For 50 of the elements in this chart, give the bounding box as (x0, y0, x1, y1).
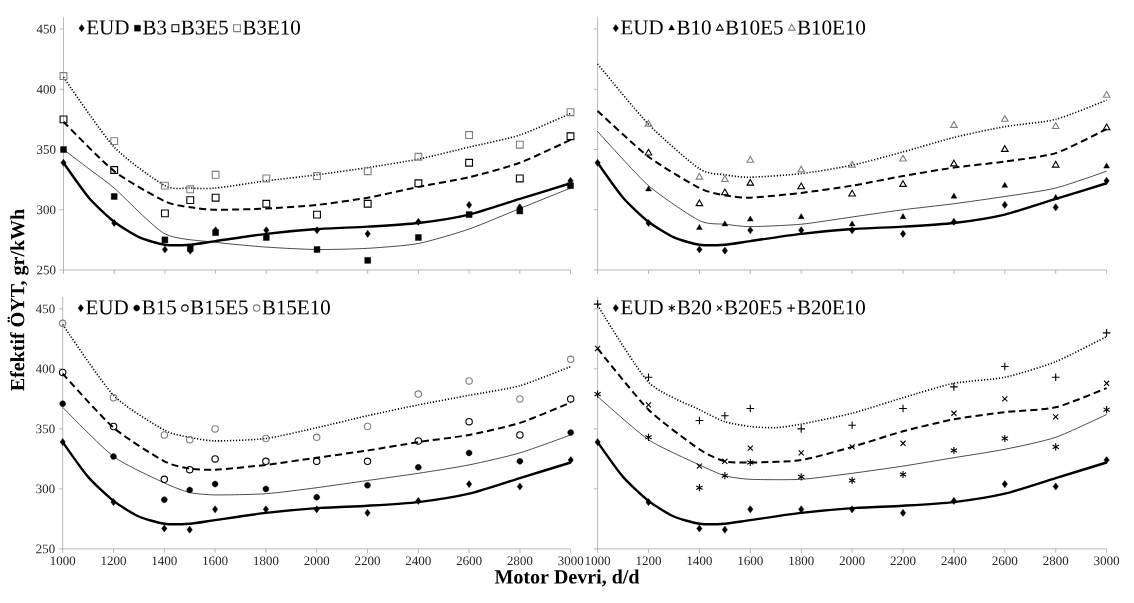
x-tick-label: 2800 (1043, 556, 1069, 566)
x-tick-label: 2000 (304, 556, 330, 566)
x-tick-label: 2400 (405, 556, 431, 566)
x-tick-label: 1200 (636, 556, 662, 566)
x-tick-label: 2200 (890, 556, 916, 566)
legend-label: EUD (86, 20, 129, 35)
x-tick-label: 1800 (254, 556, 279, 566)
x-tick-label: 1000 (50, 556, 76, 566)
y-tick-label: 250 (37, 265, 56, 275)
legend-label: B3E5 (181, 20, 228, 35)
legend-label: B20E10 (797, 300, 865, 315)
legend-label: B15E5 (190, 300, 248, 315)
legend-label: B15 (142, 300, 176, 315)
legend-label: B3 (143, 20, 167, 35)
y-tick-label: 300 (36, 484, 55, 494)
legend-label: EUD (621, 300, 663, 315)
y-tick-label: 250 (36, 544, 55, 554)
legend-label: B10 (677, 20, 711, 35)
x-tick-label: 1600 (738, 556, 763, 566)
y-tick-label: 350 (36, 424, 55, 434)
y-tick-label: 450 (35, 304, 55, 314)
x-tick-label: 3000 (1094, 556, 1120, 566)
y-tick-label: 400 (36, 84, 56, 94)
y-tick-label: 400 (35, 364, 55, 374)
y-tick-label: 350 (37, 145, 56, 154)
x-tick-label: 2600 (992, 556, 1018, 566)
x-tick-label: 1400 (152, 556, 177, 566)
legend-label: B20 (677, 300, 712, 315)
y-axis-title: Efektif ÖYT, gr/kWh (7, 209, 29, 391)
x-tick-label: 1600 (203, 556, 228, 566)
legend-label: B20E5 (724, 300, 782, 315)
x-tick-label: 1400 (687, 556, 712, 566)
legend-label: B10E5 (725, 20, 783, 35)
x-tick-label: 1000 (585, 556, 611, 566)
legend-label: B15E10 (262, 300, 330, 315)
x-tick-label: 1800 (789, 556, 814, 566)
legend-label: B3E10 (243, 20, 300, 35)
y-tick-label: 300 (37, 205, 56, 215)
y-tick-label: 450 (36, 24, 56, 34)
legend-label: B10E10 (797, 20, 866, 35)
x-tick-label: 3000 (558, 556, 584, 566)
legend-label: EUD (621, 20, 663, 35)
x-tick-label: 2400 (941, 556, 967, 566)
x-tick-label: 2600 (456, 556, 482, 566)
x-tick-label: 2200 (355, 556, 381, 566)
x-tick-label: 2000 (839, 556, 865, 566)
x-tick-label: 2800 (507, 556, 533, 566)
x-tick-label: 1200 (101, 556, 127, 566)
legend-label: EUD (86, 300, 128, 315)
x-axis-title: Motor Devri, d/d (494, 569, 640, 587)
